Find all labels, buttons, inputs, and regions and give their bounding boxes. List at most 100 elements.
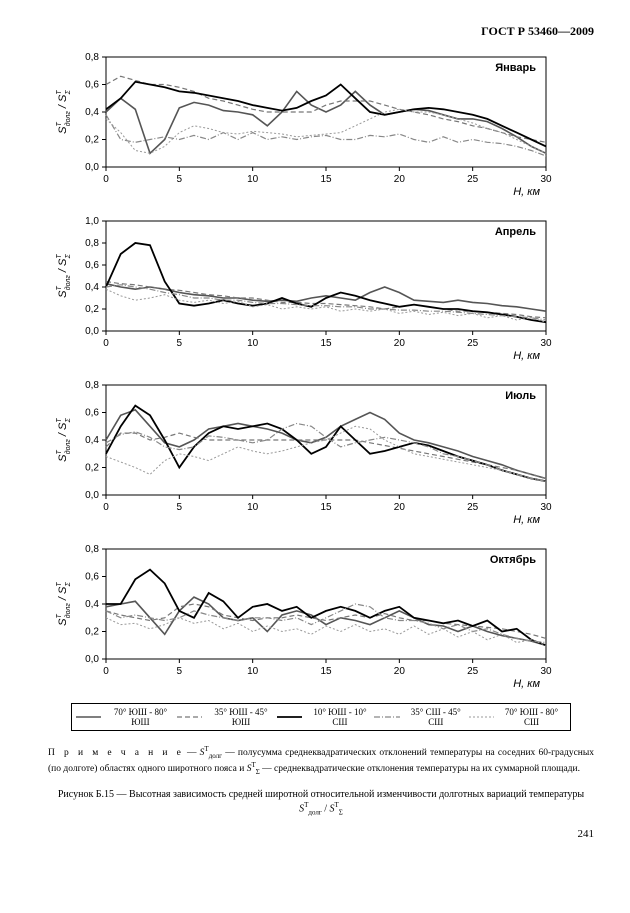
ytick-label: 0,0 <box>85 654 99 665</box>
page-number: 241 <box>48 828 594 840</box>
x-axis-label: Н, км <box>513 186 540 198</box>
chart-panel: 0,0 0,2 0,4 0,6 0,8 0 5 10 15 20 25 30Н, км STдолг … <box>48 47 594 207</box>
chart-panel: 0,0 0,2 0,4 0,6 0,8 0 5 10 15 20 25 30Н, км STдолг … <box>48 375 594 535</box>
legend-swatch <box>76 713 101 721</box>
note-text: П р и м е ч а н и е — STдолг — полусумма… <box>48 745 594 778</box>
figure-caption: Рисунок Б.15 — Высотная зависимость сред… <box>48 788 594 818</box>
legend-label: 35° ЮШ - 45° ЮШ <box>205 707 277 727</box>
chart-panel: 0,0 0,2 0,4 0,6 0,8 1,0 0 5 10 15 20 25 30Н, км STдо… <box>48 211 594 371</box>
charts-container: 0,00,20,40,60,8051015202530Н, км STдолг … <box>48 47 594 699</box>
xtick-label: 10 <box>247 502 259 513</box>
xtick-label: 5 <box>177 666 183 677</box>
svg-text:STдолг / STΣ: STдолг / STΣ <box>56 581 72 625</box>
xtick-label: 10 <box>247 174 259 185</box>
xtick-label: 15 <box>320 502 332 513</box>
legend-item: 70° ЮШ - 80° ЮШ <box>76 707 177 727</box>
series-line <box>106 82 546 147</box>
xtick-label: 15 <box>320 174 332 185</box>
legend-swatch <box>277 713 302 721</box>
chart-title: Октябрь <box>490 554 536 566</box>
xtick-label: 15 <box>320 338 332 349</box>
ytick-label: 0,8 <box>85 380 99 391</box>
legend-box: 70° ЮШ - 80° ЮШ 35° ЮШ - 45° ЮШ 10° ЮШ - 1… <box>71 703 571 731</box>
chart-1: 0,0 0,2 0,4 0,6 0,8 1,0 0 5 10 15 20 25 30Н, км STдо… <box>48 211 568 366</box>
x-axis-label: Н, км <box>513 514 540 526</box>
ytick-label: 0,6 <box>85 80 99 91</box>
legend-item: 70° ЮШ - 80° СШ <box>469 707 566 727</box>
xtick-label: 0 <box>103 502 109 513</box>
xtick-label: 25 <box>467 174 479 185</box>
ytick-label: 0,6 <box>85 408 99 419</box>
series-line <box>106 410 546 479</box>
xtick-label: 0 <box>103 666 109 677</box>
xtick-label: 25 <box>467 502 479 513</box>
y-axis-label: STдолг / STΣ <box>56 417 72 461</box>
xtick-label: 5 <box>177 502 183 513</box>
x-axis-label: Н, км <box>513 350 540 362</box>
ytick-label: 0,0 <box>85 490 99 501</box>
xtick-label: 5 <box>177 174 183 185</box>
ytick-label: 0,2 <box>85 463 99 474</box>
ytick-label: 0,4 <box>85 282 99 293</box>
chart-2: 0,0 0,2 0,4 0,6 0,8 0 5 10 15 20 25 30Н, км STдолг … <box>48 375 568 530</box>
ytick-label: 1,0 <box>85 216 99 227</box>
ytick-label: 0,2 <box>85 304 99 315</box>
svg-text:STдолг / STΣ: STдолг / STΣ <box>56 417 72 461</box>
legend-item: 35° СШ - 45° СШ <box>374 707 468 727</box>
xtick-label: 10 <box>247 338 259 349</box>
legend-label: 10° ЮШ - 10° СШ <box>305 707 374 727</box>
series-line <box>106 109 546 153</box>
legend-swatch <box>177 713 202 721</box>
ytick-label: 0,4 <box>85 435 99 446</box>
xtick-label: 20 <box>394 666 406 677</box>
chart-title: Июль <box>505 390 536 402</box>
series-line <box>106 243 546 322</box>
svg-text:STдолг / STΣ: STдолг / STΣ <box>56 89 72 133</box>
xtick-label: 20 <box>394 502 406 513</box>
ytick-label: 0,6 <box>85 572 99 583</box>
ytick-label: 0,8 <box>85 238 99 249</box>
legend-swatch <box>374 713 399 721</box>
x-axis-label: Н, км <box>513 678 540 690</box>
ytick-label: 0,4 <box>85 107 99 118</box>
chart-3: 0,00,20,40,60,8051015202530Н, км STдолг … <box>48 539 568 694</box>
xtick-label: 20 <box>394 338 406 349</box>
xtick-label: 15 <box>320 666 332 677</box>
legend-item: 35° ЮШ - 45° ЮШ <box>177 707 278 727</box>
xtick-label: 20 <box>394 174 406 185</box>
xtick-label: 0 <box>103 338 109 349</box>
xtick-label: 30 <box>540 338 552 349</box>
chart-panel: 0,00,20,40,60,8051015202530Н, км STдолг … <box>48 539 594 699</box>
ytick-label: 0,6 <box>85 260 99 271</box>
legend-label: 35° СШ - 45° СШ <box>403 707 469 727</box>
svg-text:STдолг / STΣ: STдолг / STΣ <box>56 253 72 297</box>
chart-title: Январь <box>495 62 536 74</box>
ytick-label: 0,0 <box>85 326 99 337</box>
ytick-label: 0,8 <box>85 52 99 63</box>
chart-title: Апрель <box>495 226 536 238</box>
xtick-label: 10 <box>247 666 259 677</box>
ytick-label: 0,2 <box>85 627 99 638</box>
xtick-label: 5 <box>177 338 183 349</box>
legend-item: 10° ЮШ - 10° СШ <box>277 707 374 727</box>
chart-0: 0,0 0,2 0,4 0,6 0,8 0 5 10 15 20 25 30Н, км STдолг … <box>48 47 568 202</box>
ytick-label: 0,0 <box>85 162 99 173</box>
xtick-label: 25 <box>467 338 479 349</box>
legend-label: 70° ЮШ - 80° СШ <box>497 707 566 727</box>
y-axis-label: STдолг / STΣ <box>56 581 72 625</box>
note-label: П р и м е ч а н и е <box>48 748 184 758</box>
xtick-label: 30 <box>540 174 552 185</box>
series-line <box>106 91 546 153</box>
ytick-label: 0,4 <box>85 599 99 610</box>
y-axis-label: STдолг / STΣ <box>56 89 72 133</box>
xtick-label: 0 <box>103 174 109 185</box>
series-line <box>106 570 546 646</box>
xtick-label: 30 <box>540 502 552 513</box>
standard-header: ГОСТ Р 53460—2009 <box>48 24 594 39</box>
legend-label: 70° ЮШ - 80° ЮШ <box>104 707 176 727</box>
series-line <box>106 406 546 482</box>
ytick-label: 0,2 <box>85 135 99 146</box>
xtick-label: 25 <box>467 666 479 677</box>
ytick-label: 0,8 <box>85 544 99 555</box>
legend-swatch <box>469 713 494 721</box>
